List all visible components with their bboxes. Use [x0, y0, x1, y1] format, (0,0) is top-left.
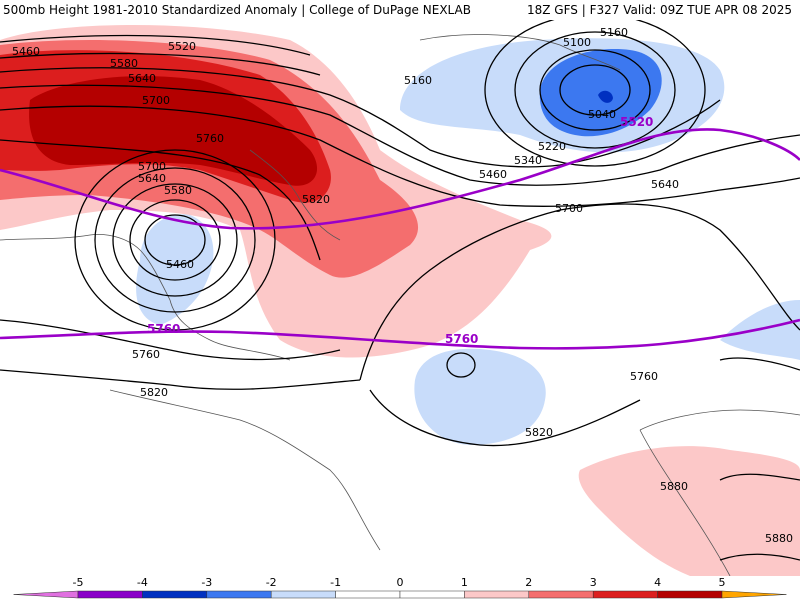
highlight-label: 5760 — [445, 332, 478, 346]
contour-label: 5460 — [479, 168, 507, 181]
colorbar-tick-label: -5 — [73, 576, 84, 589]
highlight-5520-contour — [0, 128, 800, 230]
contour-label: 5760 — [196, 132, 224, 145]
colorbar-tick-label: 1 — [461, 576, 468, 589]
contour-label: 5880 — [765, 532, 793, 545]
highlight-label: 5760 — [147, 322, 180, 336]
colorbar-tick-label: 2 — [525, 576, 532, 589]
highlight-5760-contour — [0, 318, 800, 350]
contour-label: 5700 — [142, 94, 170, 107]
colorbar-tick-label: 0 — [397, 576, 404, 589]
contour-label: 5640 — [128, 72, 156, 85]
positive-anomaly-4 — [29, 76, 318, 186]
contour-label: 5580 — [110, 57, 138, 70]
negative-anomaly-1-west — [136, 214, 214, 325]
colorbar-arrow-right — [721, 590, 787, 599]
highlight-label: 5520 — [620, 115, 653, 129]
contour-label: 5160 — [404, 74, 432, 87]
contour-label: 5880 — [660, 480, 688, 493]
colorbar-tick-label: 5 — [719, 576, 726, 589]
colorbar-segment — [77, 590, 143, 599]
colorbar-segment — [528, 590, 594, 599]
contour-labels: 5460 5520 5580 5640 5700 5760 5820 5700 … — [12, 26, 793, 545]
contour-label: 5460 — [166, 258, 194, 271]
negative-anomaly-1-south — [414, 348, 546, 445]
contour-label: 5340 — [514, 154, 542, 167]
colorbar-segment — [142, 590, 208, 599]
contour-label: 5700 — [138, 160, 166, 173]
contour-label: 5700 — [555, 202, 583, 215]
contour-label: 5040 — [588, 108, 616, 121]
height-contours — [0, 20, 800, 561]
colorbar-segment — [206, 590, 272, 599]
colorbar-segment — [335, 590, 401, 599]
contour-label: 5820 — [525, 426, 553, 439]
contour-label: 5520 — [168, 40, 196, 53]
colorbar-tick-label: -1 — [330, 576, 341, 589]
highlight-labels: 5760 5760 5520 — [147, 115, 653, 346]
contour-label: 5220 — [538, 140, 566, 153]
contour-label: 5580 — [164, 184, 192, 197]
highlighted-contours — [0, 128, 800, 350]
colorbar-segment — [270, 590, 336, 599]
colorbar-segment — [592, 590, 658, 599]
contour-label: 5820 — [302, 193, 330, 206]
colorbar-tick-label: -2 — [266, 576, 277, 589]
colorbar-tick-label: 4 — [654, 576, 661, 589]
colorbar-segment — [464, 590, 530, 599]
contour-label: 5160 — [600, 26, 628, 39]
model-run-info: 18Z GFS | F327 Valid: 09Z TUE APR 08 202… — [526, 3, 792, 17]
negative-anomaly-3-north — [598, 90, 613, 103]
contour-label: 5820 — [140, 386, 168, 399]
contour-label: 5760 — [132, 348, 160, 361]
map-header: 500mb Height 1981-2010 Standardized Anom… — [0, 0, 800, 20]
contour-label: 5640 — [138, 172, 166, 185]
colorbar: -5 -4 -3 -2 -1 0 1 2 3 4 5 — [0, 576, 800, 600]
contour-label: 5100 — [563, 36, 591, 49]
colorbar-tick-label: 3 — [590, 576, 597, 589]
colorbar-tick-label: -3 — [201, 576, 212, 589]
colorbar-segment — [657, 590, 723, 599]
colorbar-segment — [399, 590, 465, 599]
contour-label: 5460 — [12, 45, 40, 58]
positive-anomaly-1-africa — [578, 446, 800, 576]
anomaly-map: 5460 5520 5580 5640 5700 5760 5820 5700 … — [0, 20, 800, 576]
map-title: 500mb Height 1981-2010 Standardized Anom… — [3, 3, 471, 17]
contour-label: 5640 — [651, 178, 679, 191]
coastlines — [0, 34, 800, 576]
contour-label: 5760 — [630, 370, 658, 383]
colorbar-tick-label: -4 — [137, 576, 148, 589]
